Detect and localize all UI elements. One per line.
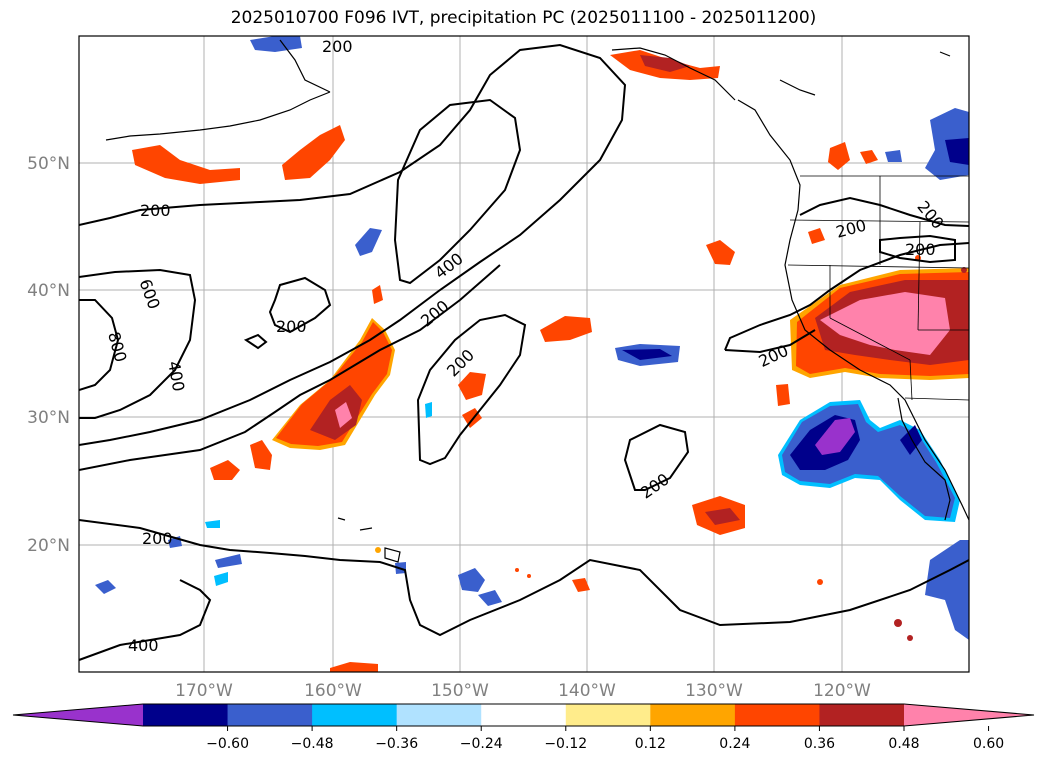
- lat-label: 20°N: [27, 536, 70, 556]
- negative-anomaly-areas: [95, 36, 969, 640]
- lat-label: 30°N: [27, 408, 70, 428]
- lon-label: 150°W: [431, 681, 489, 701]
- colorbar-tick-label: −0.60: [206, 736, 249, 752]
- contour-label: 200: [322, 37, 353, 56]
- colorbar-segment: [396, 704, 482, 726]
- colorbar-tick-label: 0.60: [973, 736, 1004, 752]
- colorbar-segment: [565, 704, 651, 726]
- lon-label: 170°W: [175, 681, 233, 701]
- contour-label: 200: [276, 317, 307, 336]
- positive-anomaly-areas: [132, 50, 969, 672]
- colorbar-tick-label: 0.36: [804, 736, 835, 752]
- lat-label: 40°N: [27, 281, 70, 301]
- contour-label: 400: [128, 636, 159, 655]
- coastlines: [105, 39, 969, 563]
- colorbar-tick-label: −0.48: [291, 736, 334, 752]
- political-borders: [787, 175, 969, 401]
- map-frame: [78, 35, 970, 673]
- colorbar-segment: [143, 704, 229, 726]
- lon-label: 160°W: [304, 681, 362, 701]
- colorbar-extend-low: [13, 704, 143, 726]
- colorbar-segment: [734, 704, 820, 726]
- colorbar: −0.60 −0.48 −0.36 −0.24 −0.12 0.12 0.24 0.36 0.4…: [12, 703, 1035, 752]
- colorbar-segment: [481, 704, 567, 726]
- lon-label: 140°W: [558, 681, 616, 701]
- colorbar-segment: [650, 704, 736, 726]
- ivt-contours: [79, 43, 969, 661]
- lon-label: 120°W: [813, 681, 871, 701]
- contour-label: 200: [142, 529, 173, 548]
- colorbar-tick-label: 0.24: [719, 736, 750, 752]
- lat-label: 50°N: [27, 154, 70, 174]
- colorbar-tick-label: 0.48: [888, 736, 919, 752]
- colorbar-extend-high: [904, 704, 1034, 726]
- longitude-labels: 170°W 160°W 150°W 140°W 130°W 120°W: [175, 681, 871, 701]
- colorbar-tick-label: 0.12: [635, 736, 666, 752]
- colorbar-segment: [227, 704, 313, 726]
- map-title: 2025010700 F096 IVT, precipitation PC (2…: [230, 8, 817, 28]
- latitude-labels: 50°N 40°N 30°N 20°N: [27, 154, 70, 556]
- contour-label: 200: [905, 240, 936, 259]
- colorbar-tick-label: −0.12: [544, 736, 587, 752]
- colorbar-tick-label: −0.24: [460, 736, 503, 752]
- colorbar-segment: [819, 704, 905, 726]
- colorbar-outline: [12, 703, 1035, 727]
- colorbar-segment: [312, 704, 398, 726]
- lon-label: 130°W: [685, 681, 743, 701]
- colorbar-tick-label: −0.36: [375, 736, 418, 752]
- contour-label: 200: [140, 201, 171, 220]
